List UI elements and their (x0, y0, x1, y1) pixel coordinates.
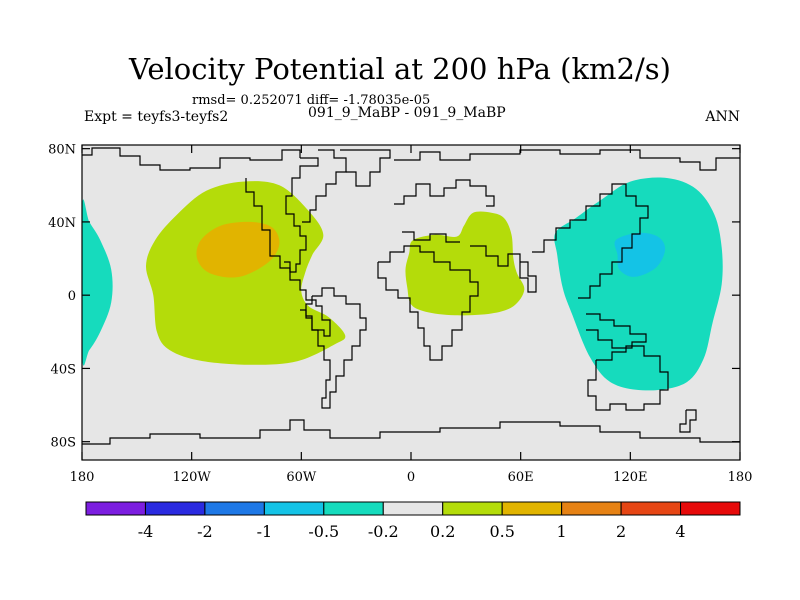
colorbar-swatch (204, 501, 265, 516)
coast-australia (587, 345, 669, 411)
x-tick-label: 60W (286, 470, 317, 485)
coast-greenland (340, 149, 391, 187)
colorbar-label: -0.5 (308, 522, 339, 541)
x-tick-label: 120E (613, 470, 647, 485)
contour-west-pacific-negative (554, 177, 723, 391)
coast-eurasia-south (394, 179, 495, 207)
contour-layer (82, 177, 723, 391)
coast-new-zealand (679, 409, 697, 433)
colorbar-swatch (680, 501, 741, 516)
colorbar-label: -0.2 (368, 522, 399, 541)
colorbar-label: 1 (557, 522, 567, 541)
coast-mediterranean (402, 231, 460, 243)
y-tick-label: 0 (68, 289, 76, 304)
coastline-layer (82, 147, 740, 445)
colorbar-label: -2 (197, 522, 213, 541)
y-tick-label: 80S (51, 436, 76, 451)
coast-north-america-east (284, 157, 319, 273)
contour-west-pacific-core (614, 232, 666, 277)
case-label: 091_9_MaBP - 091_9_MaBP (308, 105, 506, 121)
colorbar-label: -1 (257, 522, 273, 541)
coast-east-asia (532, 183, 649, 299)
chart-title: Velocity Potential at 200 hPa (km2/s) (129, 52, 671, 86)
coast-south-america (305, 287, 367, 409)
coast-africa (377, 245, 479, 361)
colorbar-label: -4 (138, 522, 154, 541)
coast-arctic (82, 147, 301, 171)
colorbar: -4 -2 -1 -0.5 -0.2 0.2 0.5 1 2 4 (85, 501, 741, 541)
x-tick-label: 180 (728, 470, 753, 485)
colorbar-swatch (144, 501, 206, 516)
colorbar-swatch (561, 501, 622, 516)
y-tick-label: 80N (48, 143, 76, 158)
colorbar-label: 4 (675, 522, 685, 541)
colorbar-label: 0.5 (489, 522, 514, 541)
x-tick-label: 60E (508, 470, 534, 485)
colorbar-swatch (85, 501, 146, 516)
plot-frame (81, 144, 741, 461)
colorbar-swatch (323, 501, 384, 516)
coast-maritime (586, 313, 647, 349)
colorbar-swatch (442, 501, 503, 516)
colorbar-label: 2 (616, 522, 626, 541)
contour-dateline-negative (82, 199, 113, 366)
colorbar-swatch (382, 501, 444, 516)
colorbar-label: 0.2 (430, 522, 455, 541)
stats-line: rmsd= 0.252071 diff= -1.78035e-05 (192, 93, 431, 108)
contour-africa-indian-positive (405, 211, 525, 316)
axes-layer: 180 120W 60W 0 60E 120E 180 80N 40N 0 40S 80S (48, 143, 752, 485)
contour-eastern-pacific-core (196, 221, 280, 278)
coast-arabia-india (470, 245, 537, 293)
colorbar-swatch (620, 501, 682, 516)
coast-europe (394, 149, 740, 171)
coast-canada-islands (302, 149, 347, 223)
coast-antarctica (82, 419, 740, 445)
experiment-label: Expt = teyfs3-teyfs2 (84, 109, 229, 125)
x-tick-label: 120W (173, 470, 212, 485)
season-label: ANN (705, 109, 740, 125)
colorbar-swatch (263, 501, 325, 516)
y-tick-label: 40N (48, 216, 76, 231)
x-tick-label: 180 (70, 470, 95, 485)
coast-north-america (245, 178, 331, 337)
x-tick-label: 0 (407, 470, 415, 485)
y-tick-label: 40S (51, 362, 76, 377)
colorbar-swatch (501, 501, 563, 516)
